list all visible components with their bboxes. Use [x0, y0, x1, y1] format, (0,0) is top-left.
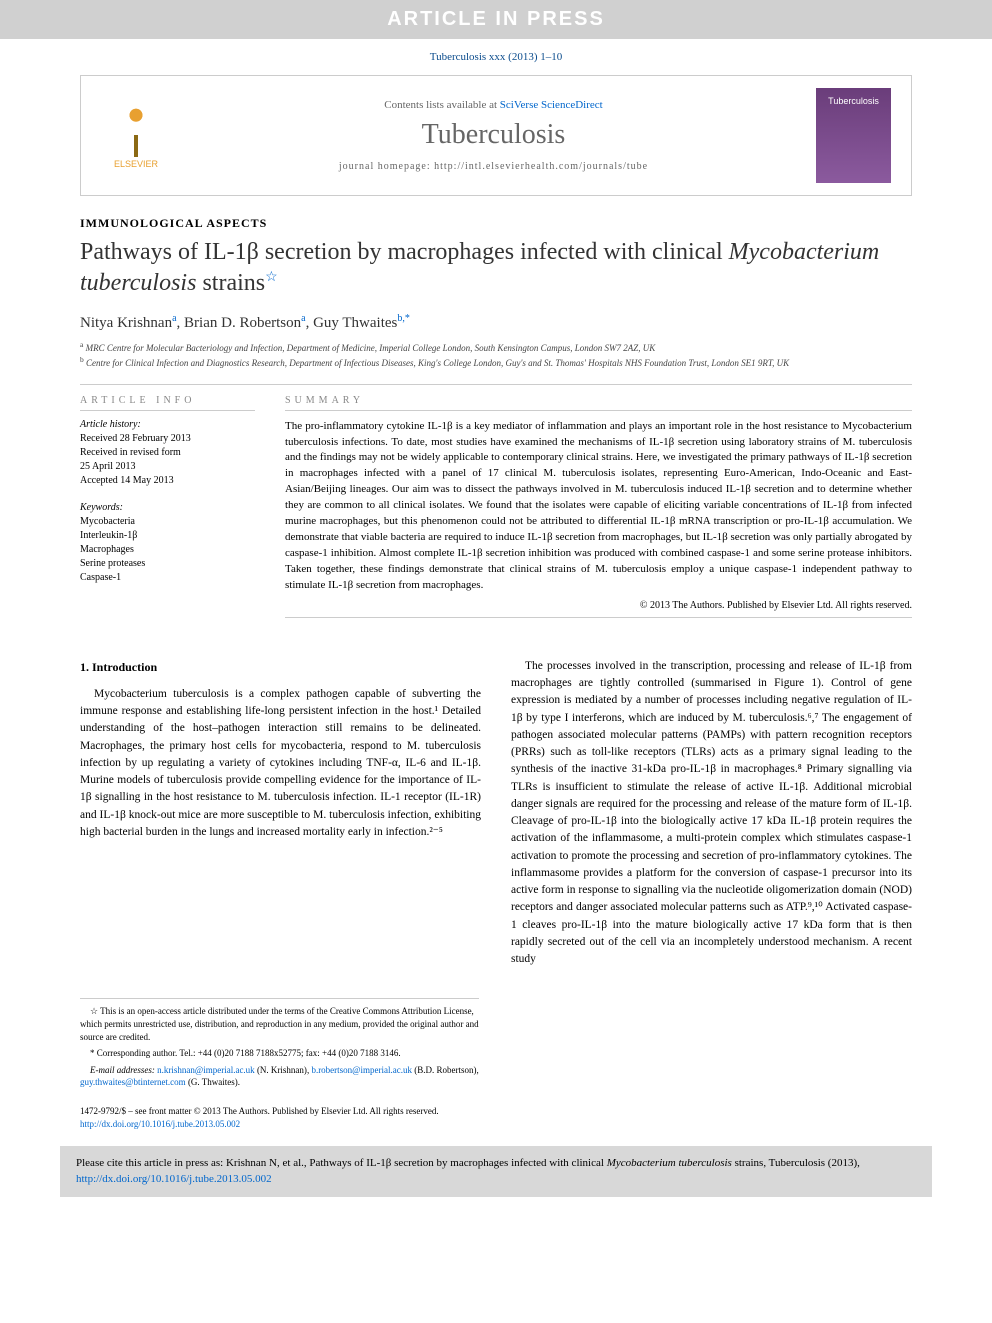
sciencedirect-link[interactable]: SciVerse ScienceDirect	[500, 99, 603, 111]
article-title: Pathways of IL-1β secretion by macrophag…	[80, 237, 912, 299]
doi-link[interactable]: http://dx.doi.org/10.1016/j.tube.2013.05…	[80, 1119, 240, 1129]
keyword-4: Serine proteases	[80, 557, 255, 571]
journal-header: ELSEVIER Contents lists available at Sci…	[80, 75, 912, 196]
corresponding-author-footnote: * Corresponding author. Tel.: +44 (0)20 …	[80, 1047, 479, 1060]
summary-block: SUMMARY The pro-inflammatory cytokine IL…	[285, 395, 912, 618]
contents-available-line: Contents lists available at SciVerse Sci…	[191, 99, 796, 111]
cite-doi-link[interactable]: http://dx.doi.org/10.1016/j.tube.2013.05…	[76, 1173, 272, 1185]
cover-label: Tuberculosis	[828, 96, 879, 106]
email-2-name: (B.D. Robertson)	[414, 1065, 476, 1075]
info-summary-row: ARTICLE INFO Article history: Received 2…	[80, 395, 912, 618]
keyword-5: Caspase-1	[80, 571, 255, 585]
history-received: Received 28 February 2013	[80, 432, 255, 446]
summary-header: SUMMARY	[285, 395, 912, 411]
issn-line: 1472-9792/$ – see front matter © 2013 Th…	[80, 1105, 912, 1118]
affiliations: a MRC Centre for Molecular Bacteriology …	[80, 340, 912, 369]
intro-heading: 1. Introduction	[80, 658, 481, 676]
title-star-icon: ☆	[265, 270, 278, 285]
article-content: IMMUNOLOGICAL ASPECTS Pathways of IL-1β …	[80, 216, 912, 1089]
article-info-header: ARTICLE INFO	[80, 395, 255, 411]
summary-divider	[285, 617, 912, 618]
keyword-1: Mycobacteria	[80, 515, 255, 529]
citation-line: Tuberculosis xxx (2013) 1–10	[0, 39, 992, 75]
footnotes-block: ☆ This is an open-access article distrib…	[80, 998, 479, 1089]
intro-para-2: The processes involved in the transcript…	[511, 658, 912, 969]
cite-prefix: Please cite this article in press as: Kr…	[76, 1157, 607, 1169]
author-1-aff: a	[172, 313, 176, 324]
contents-prefix: Contents lists available at	[384, 99, 499, 111]
aff-b-text: Centre for Clinical Infection and Diagno…	[86, 358, 789, 368]
cite-this-article-box: Please cite this article in press as: Kr…	[60, 1146, 932, 1197]
elsevier-logo[interactable]: ELSEVIER	[101, 96, 171, 176]
author-3: Guy Thwaites	[313, 315, 397, 331]
homepage-line: journal homepage: http://intl.elsevierhe…	[191, 161, 796, 172]
section-label: IMMUNOLOGICAL ASPECTS	[80, 216, 912, 231]
author-2: Brian D. Robertson	[184, 315, 301, 331]
aff-a-sup: a	[80, 340, 83, 349]
email-1[interactable]: n.krishnan@imperial.ac.uk	[157, 1065, 255, 1075]
email-footnote: E-mail addresses: n.krishnan@imperial.ac…	[80, 1064, 479, 1089]
history-revised-date: 25 April 2013	[80, 460, 255, 474]
keywords-label: Keywords:	[80, 502, 255, 513]
aff-b-sup: b	[80, 355, 84, 364]
summary-copyright: © 2013 The Authors. Published by Elsevie…	[285, 600, 912, 611]
author-2-aff: a	[301, 313, 305, 324]
keyword-2: Interleukin-1β	[80, 529, 255, 543]
aff-a-text: MRC Centre for Molecular Bacteriology an…	[86, 343, 656, 353]
email-3-name: (G. Thwaites)	[188, 1077, 238, 1087]
authors-line: Nitya Krishnana, Brian D. Robertsona, Gu…	[80, 313, 912, 332]
open-access-footnote: ☆ This is an open-access article distrib…	[80, 1005, 479, 1043]
history-label: Article history:	[80, 419, 255, 430]
keyword-3: Macrophages	[80, 543, 255, 557]
cite-suffix: strains, Tuberculosis (2013),	[732, 1157, 860, 1169]
header-center: Contents lists available at SciVerse Sci…	[191, 99, 796, 172]
email-label: E-mail addresses:	[90, 1065, 157, 1075]
history-revised-label: Received in revised form	[80, 446, 255, 460]
email-3[interactable]: guy.thwaites@btinternet.com	[80, 1077, 186, 1087]
title-part1: Pathways of IL-1β secretion by macrophag…	[80, 239, 729, 265]
journal-cover-thumbnail[interactable]: Tuberculosis	[816, 88, 891, 183]
right-column: The processes involved in the transcript…	[511, 658, 912, 969]
title-part2: strains	[196, 270, 265, 296]
divider	[80, 384, 912, 385]
summary-text: The pro-inflammatory cytokine IL-1β is a…	[285, 419, 912, 594]
cite-italic: Mycobacterium tuberculosis	[607, 1157, 732, 1169]
elsevier-label: ELSEVIER	[114, 159, 158, 169]
article-in-press-banner: ARTICLE IN PRESS	[0, 0, 992, 39]
email-1-name: (N. Krishnan)	[257, 1065, 307, 1075]
journal-name: Tuberculosis	[191, 119, 796, 151]
email-2[interactable]: b.robertson@imperial.ac.uk	[311, 1065, 412, 1075]
homepage-prefix: journal homepage:	[339, 161, 434, 172]
history-accepted: Accepted 14 May 2013	[80, 474, 255, 488]
author-1: Nitya Krishnan	[80, 315, 172, 331]
affiliation-b: b Centre for Clinical Infection and Diag…	[80, 355, 912, 370]
footer-strip: 1472-9792/$ – see front matter © 2013 Th…	[80, 1105, 912, 1140]
intro-para-1: Mycobacterium tuberculosis is a complex …	[80, 686, 481, 841]
author-3-aff: b,	[397, 313, 405, 324]
left-column: 1. Introduction Mycobacterium tuberculos…	[80, 658, 481, 969]
article-info-block: ARTICLE INFO Article history: Received 2…	[80, 395, 255, 618]
author-3-corr: *	[405, 313, 410, 324]
homepage-url[interactable]: http://intl.elsevierhealth.com/journals/…	[434, 161, 648, 172]
affiliation-a: a MRC Centre for Molecular Bacteriology …	[80, 340, 912, 355]
body-columns: 1. Introduction Mycobacterium tuberculos…	[80, 658, 912, 969]
elsevier-tree-icon	[111, 102, 161, 157]
